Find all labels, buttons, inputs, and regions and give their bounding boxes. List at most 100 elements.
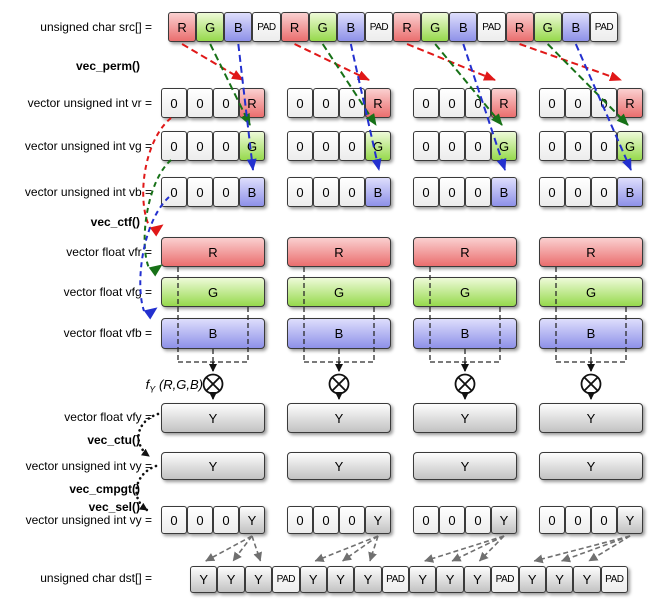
ctf-arrowhead-blue — [143, 307, 158, 320]
cell-pad: PAD — [272, 566, 300, 593]
cell-0: 0 — [413, 88, 439, 118]
fy-args: (R,G,B) — [158, 377, 203, 392]
store-arrow — [451, 535, 505, 562]
cell-y: Y — [409, 566, 437, 593]
label-vec-sel: vec_sel() — [88, 500, 140, 514]
cell-0: 0 — [465, 131, 491, 161]
bar-y: Y — [161, 452, 265, 480]
cell-y: Y — [326, 566, 355, 593]
cell-0: 0 — [465, 88, 491, 118]
cell-0: 0 — [187, 177, 213, 207]
cell-r: R — [617, 88, 643, 118]
cell-pad: PAD — [589, 12, 618, 42]
cell-b: B — [239, 177, 265, 207]
store-arrow — [314, 535, 379, 563]
bar-g: G — [287, 277, 391, 307]
multiply-operator-icon — [454, 373, 476, 395]
multiply-operator-icon — [580, 373, 602, 395]
cell-y: Y — [491, 506, 517, 534]
perm-arrow-red — [181, 43, 244, 81]
bar-g: G — [161, 277, 265, 307]
label-vg: vector unsigned int vg = — [24, 139, 152, 153]
cell-g: G — [196, 12, 225, 42]
cell-r: R — [491, 88, 517, 118]
store-arrow — [533, 535, 631, 564]
cell-y: Y — [463, 566, 492, 593]
label-vfy: vector float vfy = — [64, 410, 152, 424]
cell-0: 0 — [161, 177, 187, 207]
label-fy-function: fY (R,G,B) — [146, 377, 203, 398]
cell-b: B — [365, 177, 391, 207]
cell-y: Y — [436, 566, 464, 593]
cell-0: 0 — [539, 131, 565, 161]
cell-0: 0 — [591, 177, 617, 207]
cell-0: 0 — [565, 88, 591, 118]
cell-0: 0 — [439, 88, 465, 118]
cell-pad: PAD — [477, 12, 506, 42]
bar-r: R — [413, 237, 517, 267]
cell-g: G — [308, 12, 337, 42]
label-vr: vector unsigned int vr = — [27, 96, 152, 110]
cell-g: G — [491, 131, 517, 161]
cell-0: 0 — [213, 506, 239, 534]
bar-y: Y — [287, 452, 391, 480]
label-vfr: vector float vfr = — [66, 245, 152, 259]
bar-y: Y — [413, 403, 517, 433]
cell-0: 0 — [187, 88, 213, 118]
cell-0: 0 — [187, 131, 213, 161]
cell-pad: PAD — [381, 566, 409, 593]
cell-0: 0 — [591, 88, 617, 118]
cell-b: B — [561, 12, 590, 42]
bar-y: Y — [539, 452, 643, 480]
cell-0: 0 — [465, 177, 491, 207]
label-vec-cmpgt: vec_cmpgt() — [69, 482, 140, 496]
cell-0: 0 — [339, 506, 365, 534]
cell-y: Y — [239, 506, 265, 534]
cell-0: 0 — [413, 506, 439, 534]
bar-b: B — [161, 318, 265, 349]
cell-0: 0 — [539, 88, 565, 118]
cell-0: 0 — [539, 177, 565, 207]
label-vec-ctf: vec_ctf() — [90, 215, 140, 229]
dst-array-row: Y Y Y PAD Y Y Y PAD Y Y Y PAD Y Y Y PAD — [190, 566, 628, 593]
cell-r: R — [505, 12, 534, 42]
perm-arrow-red — [406, 43, 496, 81]
cell-0: 0 — [313, 88, 339, 118]
fy-symbol: f — [145, 377, 150, 392]
bar-r: R — [287, 237, 391, 267]
cell-g: G — [617, 131, 643, 161]
cell-0: 0 — [213, 131, 239, 161]
cell-0: 0 — [565, 177, 591, 207]
bar-r: R — [539, 237, 643, 267]
cell-0: 0 — [413, 177, 439, 207]
label-vfg: vector float vfg = — [63, 285, 152, 299]
cell-0: 0 — [213, 88, 239, 118]
cell-b: B — [224, 12, 253, 42]
cell-pad: PAD — [252, 12, 281, 42]
cell-0: 0 — [413, 131, 439, 161]
store-arrow — [588, 535, 631, 562]
cell-b: B — [449, 12, 478, 42]
cell-pad: PAD — [600, 566, 628, 593]
cell-0: 0 — [439, 177, 465, 207]
label-vy-sel: vector unsigned int vy = — [25, 513, 152, 527]
cell-b: B — [491, 177, 517, 207]
cell-0: 0 — [439, 506, 465, 534]
cell-g: G — [239, 131, 265, 161]
fy-subscript: Y — [149, 384, 156, 395]
